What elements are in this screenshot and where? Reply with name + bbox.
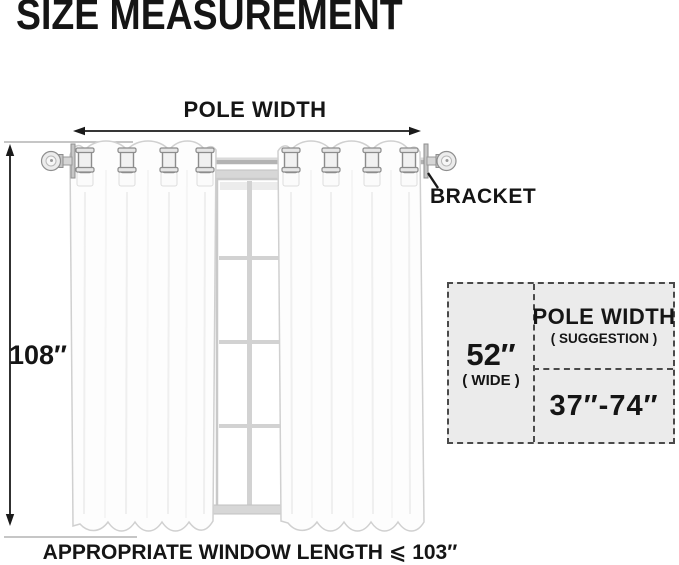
left-curtain-panel — [69, 140, 217, 532]
right-panel-fold-lines — [290, 169, 411, 519]
pole-width-suggestion-cell: POLE WIDTH ( SUGGESTION ) — [532, 284, 676, 368]
panel-width-caption: ( WIDE ) — [462, 371, 520, 389]
right-curtain-panel — [277, 140, 425, 532]
grommet — [399, 147, 419, 187]
panel-width-value: 52″ — [466, 336, 516, 372]
left-finial — [40, 143, 76, 179]
bracket-pointer-line — [427, 172, 439, 189]
pole-width-range: 37″-74″ — [549, 389, 659, 422]
pole-width-caption: ( SUGGESTION ) — [550, 331, 658, 347]
right-finial — [423, 143, 457, 179]
pole-width-label: POLE WIDTH — [183, 97, 327, 122]
left-panel-grommets — [75, 147, 215, 187]
grommet — [117, 147, 137, 187]
panel-width-cell: 52″ ( WIDE ) — [449, 284, 533, 442]
left-panel-fold-lines — [83, 169, 206, 519]
curtain-height-label: 108″ — [9, 340, 67, 370]
pole-width-arrow — [73, 126, 421, 136]
spec-box: 52″ ( WIDE ) POLE WIDTH ( SUGGESTION ) 3… — [447, 282, 675, 444]
pole-width-title: POLE WIDTH — [532, 304, 676, 330]
pole-width-range-cell: 37″-74″ — [535, 370, 673, 442]
height-arrow — [5, 144, 15, 526]
grommet — [75, 147, 95, 187]
window — [208, 169, 294, 515]
window-length-note: APPROPRIATE WINDOW LENGTH ⩽ 103″ — [42, 541, 458, 564]
grommet — [321, 147, 341, 187]
bracket-label: BRACKET — [430, 185, 537, 208]
grommet — [159, 147, 179, 187]
spec-box-vertical-divider — [533, 284, 535, 442]
grommet — [195, 147, 215, 187]
grommet — [362, 147, 382, 187]
right-panel-grommets — [281, 147, 419, 187]
grommet — [281, 147, 301, 187]
spec-box-horizontal-divider — [533, 368, 673, 370]
page-title: SIZE MEASUREMENT — [16, 0, 403, 39]
